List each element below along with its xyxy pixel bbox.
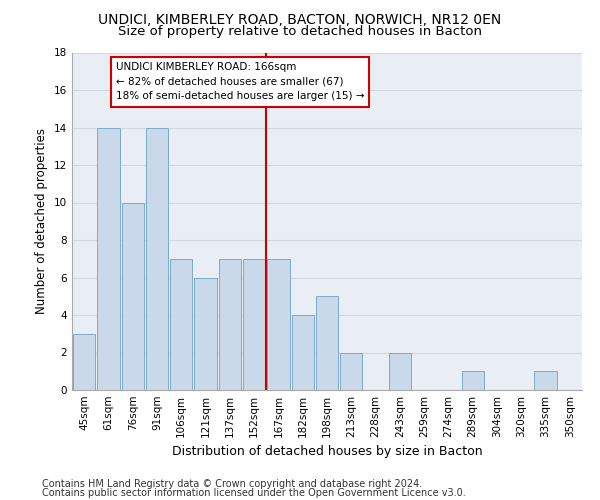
Bar [292, 315, 314, 390]
Bar [122, 202, 144, 390]
Bar [194, 278, 217, 390]
Bar [218, 259, 241, 390]
Bar [340, 352, 362, 390]
Text: Contains public sector information licensed under the Open Government Licence v3: Contains public sector information licen… [42, 488, 466, 498]
Bar [170, 259, 193, 390]
X-axis label: Distribution of detached houses by size in Bacton: Distribution of detached houses by size … [172, 446, 482, 458]
Text: Size of property relative to detached houses in Bacton: Size of property relative to detached ho… [118, 25, 482, 38]
Bar [73, 334, 95, 390]
Bar [243, 259, 265, 390]
Bar [389, 352, 411, 390]
Text: UNDICI, KIMBERLEY ROAD, BACTON, NORWICH, NR12 0EN: UNDICI, KIMBERLEY ROAD, BACTON, NORWICH,… [98, 12, 502, 26]
Bar [146, 128, 168, 390]
Text: UNDICI KIMBERLEY ROAD: 166sqm
← 82% of detached houses are smaller (67)
18% of s: UNDICI KIMBERLEY ROAD: 166sqm ← 82% of d… [116, 62, 364, 102]
Text: Contains HM Land Registry data © Crown copyright and database right 2024.: Contains HM Land Registry data © Crown c… [42, 479, 422, 489]
Bar [267, 259, 290, 390]
Bar [97, 128, 119, 390]
Y-axis label: Number of detached properties: Number of detached properties [35, 128, 49, 314]
Bar [535, 371, 557, 390]
Bar [316, 296, 338, 390]
Bar [461, 371, 484, 390]
